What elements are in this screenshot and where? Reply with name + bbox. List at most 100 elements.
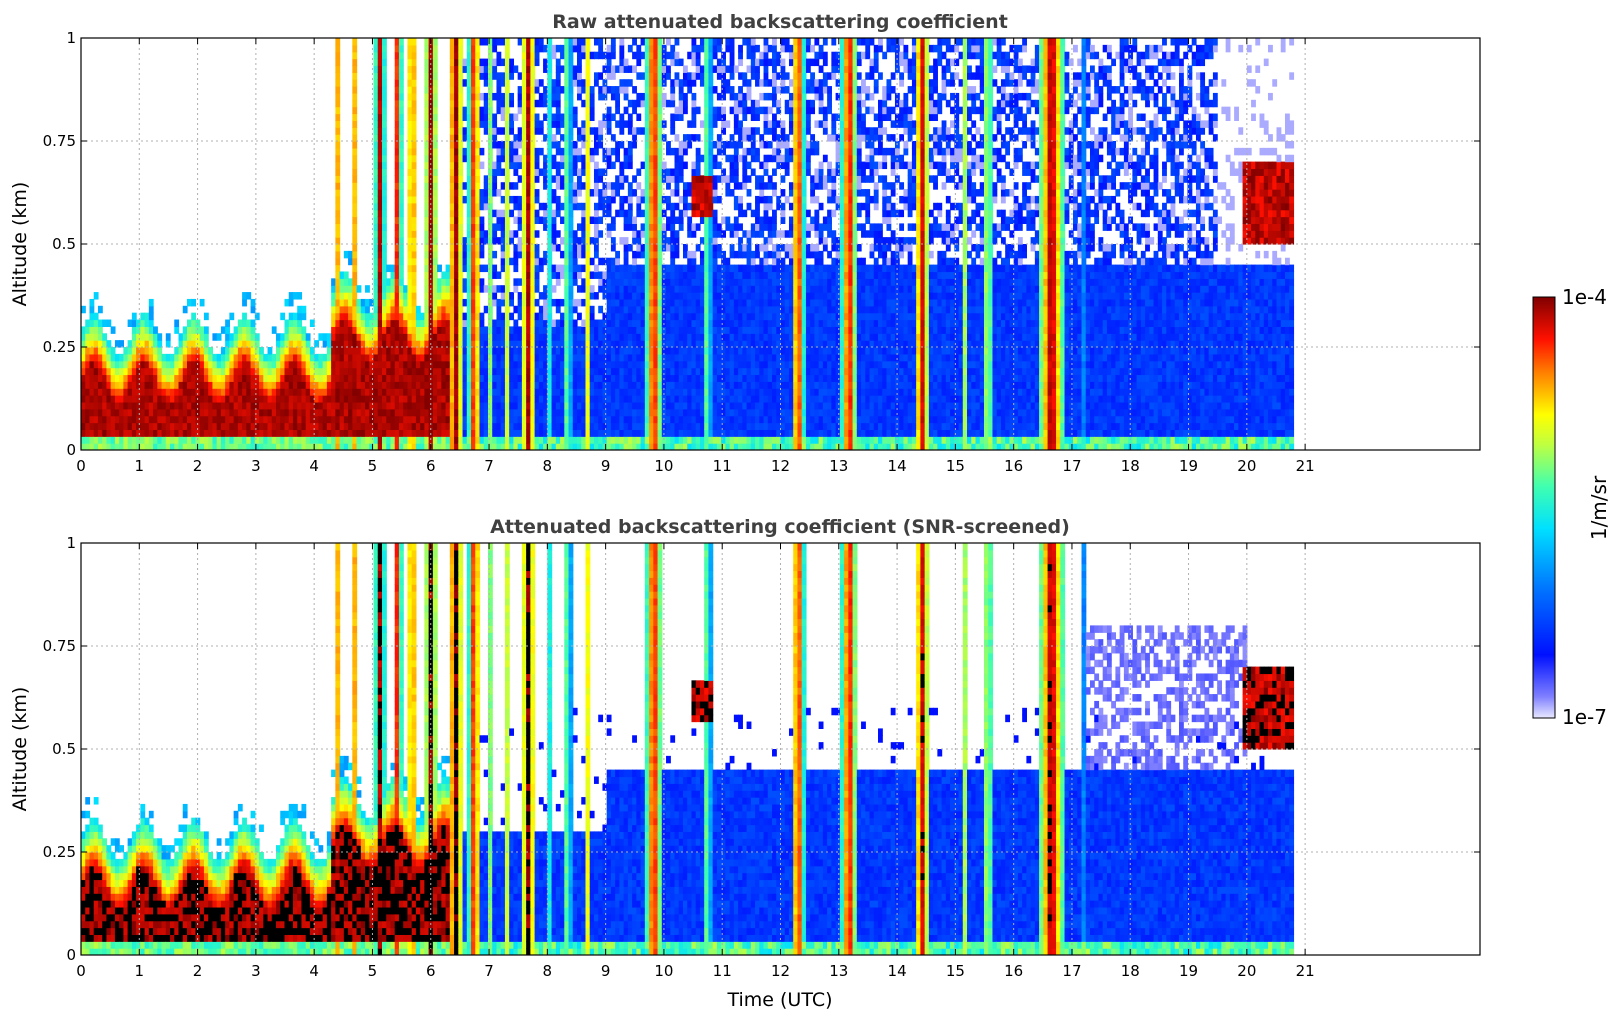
heatmap-cell (471, 65, 476, 73)
heatmap-cell (670, 175, 676, 183)
heatmap-cell (398, 388, 404, 396)
heatmap-cell (610, 436, 616, 444)
heatmap-cell (687, 51, 693, 60)
heatmap-cell (585, 347, 591, 355)
heatmap-cell (454, 298, 459, 307)
heatmap-cell (432, 408, 438, 417)
heatmap-cell (288, 401, 294, 410)
heatmap-cell (420, 333, 425, 341)
heatmap-cell (178, 443, 184, 450)
heatmap-cell (475, 237, 481, 245)
heatmap-cell (551, 223, 557, 231)
heatmap-cell (394, 347, 400, 355)
heatmap-cell (148, 443, 154, 450)
heatmap-cell (619, 79, 625, 87)
heatmap-cell (640, 360, 646, 369)
heatmap-cell (610, 216, 616, 224)
heatmap-cell (670, 189, 676, 197)
heatmap-cell (521, 237, 527, 245)
heatmap-cell (102, 340, 108, 348)
heatmap-cell (615, 395, 620, 403)
heatmap-cell (449, 319, 455, 327)
heatmap-cell (585, 195, 591, 204)
heatmap-cell (564, 443, 570, 450)
heatmap-cell (165, 401, 171, 410)
heatmap-cell (377, 264, 383, 273)
heatmap-cell (284, 347, 290, 355)
heatmap-cell (471, 415, 476, 424)
heatmap-cell (466, 422, 472, 430)
heatmap-cell (577, 436, 582, 444)
heatmap-cell (85, 367, 91, 376)
heatmap-cell (415, 443, 421, 450)
heatmap-cell (250, 326, 256, 334)
heatmap-cell (216, 415, 222, 424)
heatmap-cell (577, 271, 582, 279)
heatmap-cell (119, 436, 124, 444)
heatmap-cell (420, 436, 425, 444)
heatmap-cell (458, 353, 464, 362)
heatmap-cell (144, 312, 150, 321)
heatmap-cell (377, 154, 383, 163)
heatmap-cell (627, 319, 633, 327)
heatmap-cell (195, 353, 201, 362)
heatmap-cell (670, 347, 676, 355)
heatmap-cell (229, 374, 235, 382)
heatmap-cell (644, 408, 650, 417)
heatmap-cell (449, 182, 455, 190)
heatmap-cell (335, 381, 341, 389)
heatmap-cell (661, 312, 667, 321)
heatmap-cell (356, 340, 362, 348)
heatmap-cell (458, 189, 464, 197)
heatmap-cell (110, 381, 116, 389)
heatmap-cell (644, 86, 650, 94)
heatmap-cell (415, 436, 421, 444)
heatmap-cell (577, 182, 582, 190)
heatmap-cell (458, 429, 464, 437)
heatmap-cell (191, 312, 197, 321)
heatmap-cell (623, 278, 629, 286)
heatmap-cell (615, 305, 620, 314)
heatmap-cell (674, 443, 680, 450)
heatmap-cell (644, 147, 650, 156)
heatmap-cell (538, 216, 544, 224)
heatmap-cell (369, 298, 375, 307)
heatmap-cell (466, 44, 472, 53)
heatmap-cell (526, 401, 531, 410)
heatmap-cell (454, 436, 459, 444)
heatmap-cell (462, 257, 468, 266)
heatmap-cell (526, 92, 531, 101)
heatmap-cell (606, 305, 612, 314)
heatmap-cell (534, 120, 540, 128)
heatmap-cell (640, 340, 646, 348)
heatmap-cell (543, 312, 548, 321)
heatmap-cell (314, 408, 320, 417)
heatmap-cell (479, 244, 485, 252)
heatmap-cell (589, 312, 595, 321)
heatmap-cell (411, 319, 417, 327)
heatmap-cell (526, 312, 531, 321)
heatmap-cell (356, 408, 362, 417)
heatmap-cell (475, 285, 481, 293)
heatmap-cell (339, 347, 345, 355)
heatmap-cell (394, 443, 400, 450)
heatmap-cell (687, 223, 693, 231)
heatmap-cell (526, 422, 531, 430)
heatmap-cell (504, 429, 510, 437)
heatmap-cell (398, 209, 404, 218)
heatmap-cell (182, 360, 188, 369)
heatmap-cell (509, 347, 515, 355)
heatmap-cell (615, 312, 620, 321)
heatmap-cell (687, 374, 693, 382)
heatmap-cell (148, 429, 154, 437)
heatmap-cell (560, 161, 565, 170)
heatmap-cell (339, 374, 345, 382)
heatmap-cell (560, 237, 565, 245)
heatmap-cell (191, 422, 197, 430)
heatmap-cell (263, 381, 269, 389)
heatmap-cell (644, 415, 650, 424)
heatmap-cell (644, 195, 650, 204)
heatmap-cell (598, 436, 604, 444)
heatmap-cell (110, 367, 116, 376)
heatmap-cell (373, 340, 379, 348)
